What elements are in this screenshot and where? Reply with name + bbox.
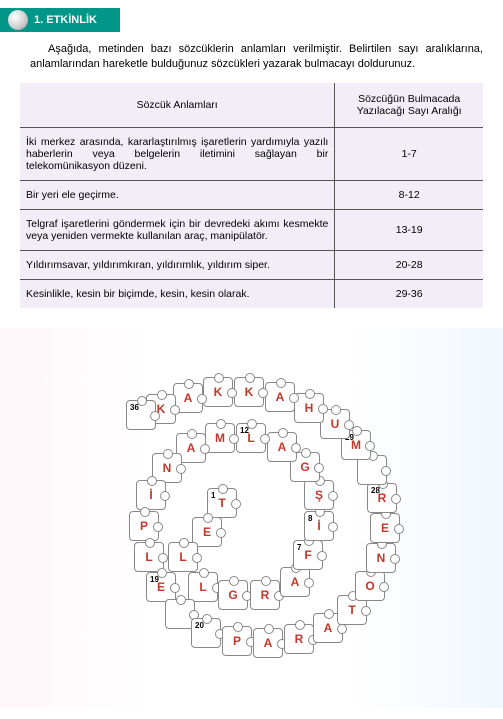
piece-letter: K [245, 385, 254, 399]
vocab-table-wrap: Sözcük Anlamları Sözcüğün Bulmacada Yazı… [0, 83, 503, 308]
range-cell: 29-36 [335, 279, 483, 308]
puzzle-piece: 19E [146, 572, 176, 602]
puzzle-piece: E [370, 513, 400, 543]
meaning-cell: Telgraf işaretlerini göndermek için bir … [20, 209, 335, 250]
meaning-cell: Kesinlikle, kesin bir biçimde, kesin, ke… [20, 279, 335, 308]
piece-number: 28 [371, 486, 380, 495]
piece-letter: Ş [315, 488, 323, 502]
piece-letter: R [295, 632, 304, 646]
piece-number: 8 [308, 514, 312, 523]
piece-letter: U [331, 417, 340, 431]
piece-letter: E [381, 521, 389, 535]
table-row: Bir yeri ele geçirme.8-12 [20, 180, 483, 209]
puzzle-piece: A [267, 432, 297, 462]
col-header-range: Sözcüğün Bulmacada Yazılacağı Sayı Aralı… [335, 83, 483, 128]
activity-header: 1. ETKİNLİK [0, 8, 120, 32]
piece-letter: G [300, 460, 309, 474]
puzzle-piece: L [188, 572, 218, 602]
piece-letter: İ [317, 519, 320, 533]
piece-letter: H [305, 401, 314, 415]
piece-letter: E [203, 525, 211, 539]
piece-letter: G [228, 588, 237, 602]
puzzle-piece: 8İ [304, 511, 334, 541]
puzzle-piece: 7F [293, 540, 323, 570]
piece-letter: İ [149, 488, 152, 502]
puzzle-piece: A [265, 382, 295, 412]
puzzle-piece: 12L [236, 423, 266, 453]
puzzle-piece: A [280, 567, 310, 597]
table-row: Yıldırımsavar, yıldırımkıran, yıldırımlı… [20, 250, 483, 279]
puzzle-piece: K [234, 377, 264, 407]
puzzle-piece: R [284, 624, 314, 654]
table-row: Telgraf işaretlerini göndermek için bir … [20, 209, 483, 250]
col-header-meaning: Sözcük Anlamları [20, 83, 335, 128]
piece-number: 36 [130, 403, 139, 412]
puzzle-piece: 36 [126, 400, 156, 430]
piece-letter: T [348, 603, 355, 617]
range-cell: 8-12 [335, 180, 483, 209]
piece-letter: A [184, 391, 193, 405]
activity-title: 1. ETKİNLİK [34, 14, 97, 26]
range-cell: 13-19 [335, 209, 483, 250]
spiral-puzzle: 1TELLGRA7F8İŞGA12LMANİPL19E20PARATONE28R… [0, 328, 503, 708]
puzzle-piece: 1T [207, 488, 237, 518]
range-cell: 1-7 [335, 127, 483, 180]
piece-letter: L [179, 550, 186, 564]
piece-letter: K [214, 385, 223, 399]
puzzle-piece: İ [136, 480, 166, 510]
piece-number: 12 [240, 426, 249, 435]
piece-letter: A [187, 441, 196, 455]
puzzle-piece: L [168, 542, 198, 572]
piece-number: 7 [297, 543, 301, 552]
piece-letter: N [163, 461, 172, 475]
table-row: Kesinlikle, kesin bir biçimde, kesin, ke… [20, 279, 483, 308]
meaning-cell: Bir yeri ele geçirme. [20, 180, 335, 209]
piece-letter: A [278, 440, 287, 454]
piece-letter: A [276, 390, 285, 404]
piece-letter: O [365, 579, 374, 593]
vocab-table: Sözcük Anlamları Sözcüğün Bulmacada Yazı… [20, 83, 483, 308]
puzzle-piece: Ş [304, 480, 334, 510]
puzzle-piece: O [355, 571, 385, 601]
puzzle-piece: N [366, 543, 396, 573]
puzzle-piece: R [250, 580, 280, 610]
instruction-text: Aşağıda, metinden bazı sözcüklerin anlam… [0, 32, 503, 83]
range-cell: 20-28 [335, 250, 483, 279]
piece-letter: M [215, 431, 225, 445]
piece-number: 1 [211, 491, 215, 500]
piece-letter: A [324, 621, 333, 635]
puzzle-piece: G [218, 580, 248, 610]
meaning-cell: İki merkez arasında, kararlaştırılmış iş… [20, 127, 335, 180]
puzzle-piece: 28R [367, 483, 397, 513]
piece-letter: A [291, 575, 300, 589]
piece-letter: R [261, 588, 270, 602]
meaning-cell: Yıldırımsavar, yıldırımkıran, yıldırımlı… [20, 250, 335, 279]
piece-letter: L [145, 550, 152, 564]
piece-letter: N [377, 551, 386, 565]
piece-letter: P [140, 519, 148, 533]
puzzle-piece: K [203, 377, 233, 407]
piece-number: 20 [195, 621, 204, 630]
puzzle-piece: P [222, 626, 252, 656]
tape-icon [8, 10, 28, 30]
puzzle-piece: P [129, 511, 159, 541]
piece-letter: A [264, 636, 273, 650]
puzzle-piece: A [253, 628, 283, 658]
piece-letter: P [233, 634, 241, 648]
table-row: İki merkez arasında, kararlaştırılmış iş… [20, 127, 483, 180]
puzzle-piece: 20 [191, 618, 221, 648]
piece-letter: L [199, 580, 206, 594]
piece-number: 19 [150, 575, 159, 584]
piece-letter: T [218, 496, 225, 510]
piece-letter: F [304, 548, 311, 562]
